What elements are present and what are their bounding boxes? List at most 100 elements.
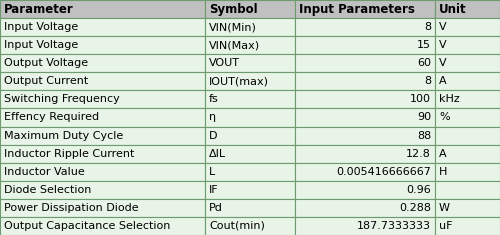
Bar: [0, 54, 205, 72]
Text: 0.288: 0.288: [399, 203, 431, 213]
Text: Input Parameters: Input Parameters: [299, 3, 415, 16]
Bar: [205, 163, 295, 181]
Text: D: D: [209, 131, 218, 141]
Text: %: %: [439, 113, 450, 122]
Bar: [295, 217, 435, 235]
Bar: [205, 54, 295, 72]
Bar: [295, 145, 435, 163]
Bar: [205, 145, 295, 163]
Text: Inductor Ripple Current: Inductor Ripple Current: [4, 149, 134, 159]
Bar: [0, 163, 205, 181]
Bar: [435, 36, 500, 54]
Bar: [435, 90, 500, 109]
Text: Unit: Unit: [439, 3, 466, 16]
Bar: [435, 181, 500, 199]
Bar: [0, 36, 205, 54]
Bar: [295, 109, 435, 126]
Bar: [0, 181, 205, 199]
Bar: [0, 199, 205, 217]
Text: uF: uF: [439, 221, 452, 231]
Bar: [0, 18, 205, 36]
Bar: [0, 90, 205, 109]
Bar: [0, 72, 205, 90]
Bar: [295, 18, 435, 36]
Bar: [435, 145, 500, 163]
Bar: [205, 109, 295, 126]
Text: 8: 8: [424, 22, 431, 32]
Text: VIN(Max): VIN(Max): [209, 40, 260, 50]
Text: 90: 90: [417, 113, 431, 122]
Bar: [295, 126, 435, 145]
Bar: [0, 217, 205, 235]
Text: fs: fs: [209, 94, 219, 104]
Bar: [435, 163, 500, 181]
Bar: [435, 54, 500, 72]
Bar: [295, 163, 435, 181]
Text: IF: IF: [209, 185, 218, 195]
Text: W: W: [439, 203, 450, 213]
Bar: [205, 126, 295, 145]
Text: A: A: [439, 76, 446, 86]
Text: L: L: [209, 167, 215, 177]
Bar: [435, 126, 500, 145]
Text: V: V: [439, 40, 446, 50]
Bar: [205, 199, 295, 217]
Text: V: V: [439, 58, 446, 68]
Bar: [205, 0, 295, 18]
Bar: [435, 72, 500, 90]
Bar: [435, 199, 500, 217]
Bar: [205, 36, 295, 54]
Text: V: V: [439, 22, 446, 32]
Bar: [0, 0, 205, 18]
Text: 187.7333333: 187.7333333: [357, 221, 431, 231]
Bar: [435, 109, 500, 126]
Bar: [295, 199, 435, 217]
Text: 12.8: 12.8: [406, 149, 431, 159]
Text: Input Voltage: Input Voltage: [4, 22, 78, 32]
Text: Output Current: Output Current: [4, 76, 88, 86]
Bar: [295, 90, 435, 109]
Text: 60: 60: [417, 58, 431, 68]
Text: 0.96: 0.96: [406, 185, 431, 195]
Text: H: H: [439, 167, 448, 177]
Bar: [295, 54, 435, 72]
Bar: [295, 36, 435, 54]
Text: 15: 15: [417, 40, 431, 50]
Bar: [435, 217, 500, 235]
Text: 0.005416666667: 0.005416666667: [336, 167, 431, 177]
Text: Output Capacitance Selection: Output Capacitance Selection: [4, 221, 170, 231]
Bar: [205, 72, 295, 90]
Text: A: A: [439, 149, 446, 159]
Bar: [295, 181, 435, 199]
Bar: [0, 145, 205, 163]
Text: Input Voltage: Input Voltage: [4, 40, 78, 50]
Text: Power Dissipation Diode: Power Dissipation Diode: [4, 203, 138, 213]
Text: kHz: kHz: [439, 94, 460, 104]
Text: ΔIL: ΔIL: [209, 149, 226, 159]
Text: 100: 100: [410, 94, 431, 104]
Text: VOUT: VOUT: [209, 58, 240, 68]
Text: Pd: Pd: [209, 203, 223, 213]
Text: 88: 88: [417, 131, 431, 141]
Text: 8: 8: [424, 76, 431, 86]
Text: Parameter: Parameter: [4, 3, 74, 16]
Bar: [435, 18, 500, 36]
Bar: [205, 90, 295, 109]
Bar: [435, 0, 500, 18]
Text: η: η: [209, 113, 216, 122]
Text: IOUT(max): IOUT(max): [209, 76, 269, 86]
Bar: [295, 0, 435, 18]
Text: Output Voltage: Output Voltage: [4, 58, 88, 68]
Bar: [0, 109, 205, 126]
Text: Inductor Value: Inductor Value: [4, 167, 85, 177]
Text: Maximum Duty Cycle: Maximum Duty Cycle: [4, 131, 123, 141]
Bar: [0, 126, 205, 145]
Text: Switching Frequency: Switching Frequency: [4, 94, 120, 104]
Text: Symbol: Symbol: [209, 3, 258, 16]
Bar: [205, 217, 295, 235]
Bar: [205, 18, 295, 36]
Bar: [205, 181, 295, 199]
Text: Effency Required: Effency Required: [4, 113, 99, 122]
Text: VIN(Min): VIN(Min): [209, 22, 257, 32]
Text: Cout(min): Cout(min): [209, 221, 265, 231]
